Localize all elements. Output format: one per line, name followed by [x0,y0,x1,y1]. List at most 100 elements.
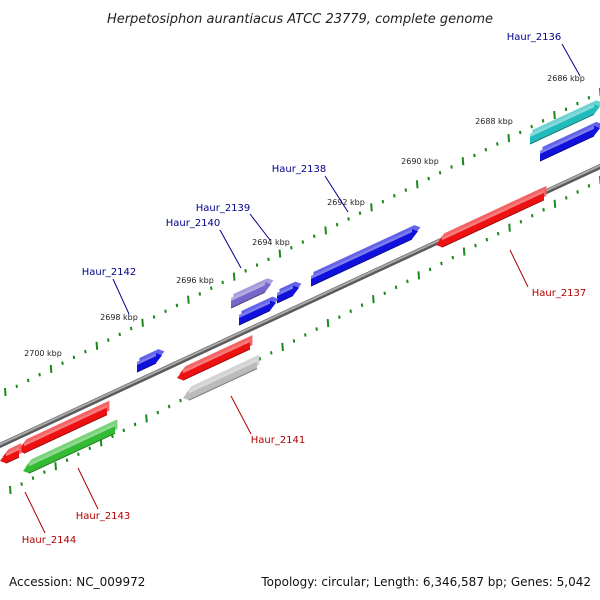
gene-arrow-Haur_2137[interactable] [436,185,547,248]
tick-mark [269,351,273,355]
leader-line [230,395,252,435]
tick-mark [404,188,408,192]
gene-label-haur-2137[interactable]: Haur_2137 [532,288,587,299]
accession-text: Accession: NC_009972 [9,575,145,589]
gene-arrow-Haur_2141[interactable] [177,335,253,381]
gene-arrow-Haur_2140b[interactable] [238,296,279,326]
kbp-label: 2686 kbp [547,74,585,83]
tick-mark [49,364,53,373]
tick-mark [564,107,568,112]
leader-line [561,43,581,77]
kbp-label: 2690 kbp [401,157,439,166]
leader-line [77,467,99,510]
gene-label-haur-2140[interactable]: Haur_2140 [166,218,221,229]
tick-mark [485,237,489,242]
kbp-label: 2688 kbp [475,117,513,126]
tick-mark [415,180,419,189]
kbp-tick-labels: 2686 kbp 2688 kbp 2690 kbp 2692 kbp 2694 kbp… [24,74,585,358]
tick-mark [281,342,284,351]
tick-mark [473,153,476,158]
gene-label-haur-2139[interactable]: Haur_2139 [196,203,251,214]
tick-mark [450,165,453,169]
tick-mark [519,219,523,224]
kbp-label: 2692 kbp [327,198,365,207]
tick-mark [530,213,534,218]
tick-mark [553,199,557,208]
tick-mark [427,176,430,181]
tick-mark [484,147,488,152]
leader-line [509,249,529,288]
tick-mark [576,101,579,106]
tick-mark [462,247,466,256]
gene-label-haur-2141[interactable]: Haur_2141 [251,435,306,446]
tick-mark [564,196,568,200]
tick-mark [145,414,148,423]
tick-mark [133,422,137,427]
gene-label-haur-2136[interactable]: Haur_2136 [507,32,562,43]
gene-arrow-Haur_2142[interactable] [136,349,165,373]
gene-arrow-Haur_2136b[interactable] [539,121,600,162]
genome-summary-text: Topology: circular; Length: 6,346,587 bp… [260,575,591,589]
tick-mark [417,271,421,280]
tick-mark [360,303,364,307]
tick-mark [372,295,375,304]
tick-mark [255,263,259,267]
tick-mark [587,95,591,100]
gene-label-haur-2143[interactable]: Haur_2143 [76,511,131,522]
tick-mark [72,355,76,360]
map-title: Herpetosiphon aurantiacus ATCC 23779, co… [107,12,493,27]
tick-mark [393,194,396,198]
leader-line [219,229,242,269]
tick-mark [38,372,41,377]
tick-mark [292,339,296,343]
gene-arrow-Haur_2143b[interactable] [23,419,118,474]
tick-mark [26,378,30,383]
gene-label-haur-2138[interactable]: Haur_2138 [272,164,327,175]
gene-arrow-Haur_2143[interactable] [18,400,110,454]
tick-mark [198,292,202,296]
gene-label-haur-2142[interactable]: Haur_2142 [82,267,137,278]
tick-mark [43,470,46,474]
tick-mark [507,134,511,143]
tick-mark [141,318,144,327]
gene-labels: Haur_2136 Haur_2137 Haur_2138 Haur_2139 Haur… [22,32,587,546]
tick-mark [187,295,190,304]
tick-mark [541,119,545,123]
tick-mark [179,398,182,403]
tick-mark [383,291,387,296]
tick-mark [15,384,19,389]
tick-mark [267,257,270,262]
gene-arrow-Haur_2140[interactable] [230,278,274,309]
leader-line [249,213,271,241]
tick-mark [111,434,114,439]
tick-mark [301,240,305,244]
tick-mark [278,249,282,258]
tick-mark [428,267,432,272]
tick-mark [496,231,500,236]
tick-mark [77,452,80,457]
tick-mark [4,387,7,397]
tick-mark [576,190,579,194]
tick-mark [221,280,224,285]
tick-mark [122,428,126,433]
tick-mark [370,203,373,212]
tick-mark [232,272,236,281]
tick-mark [518,130,522,135]
tick-mark [508,223,511,232]
tick-mark [406,279,409,284]
tick-mark [209,286,213,290]
gene-arrow-Haur_2141b[interactable] [183,354,260,401]
kbp-label: 2694 kbp [252,238,290,247]
tick-mark [542,208,545,212]
gene-arrow-Haur_2139[interactable] [276,281,302,304]
gene-arrow-Haur_2136[interactable] [529,100,600,145]
tick-mark [324,226,327,235]
kbp-label: 2696 kbp [176,276,214,285]
gene-arrow-Haur_2144[interactable] [0,443,22,464]
tick-mark [106,338,110,342]
leader-line [324,175,349,213]
gene-label-haur-2144[interactable]: Haur_2144 [22,535,77,546]
gene-arrow-Haur_2138[interactable] [310,225,421,287]
leader-line [24,491,46,534]
tick-mark [315,327,318,331]
